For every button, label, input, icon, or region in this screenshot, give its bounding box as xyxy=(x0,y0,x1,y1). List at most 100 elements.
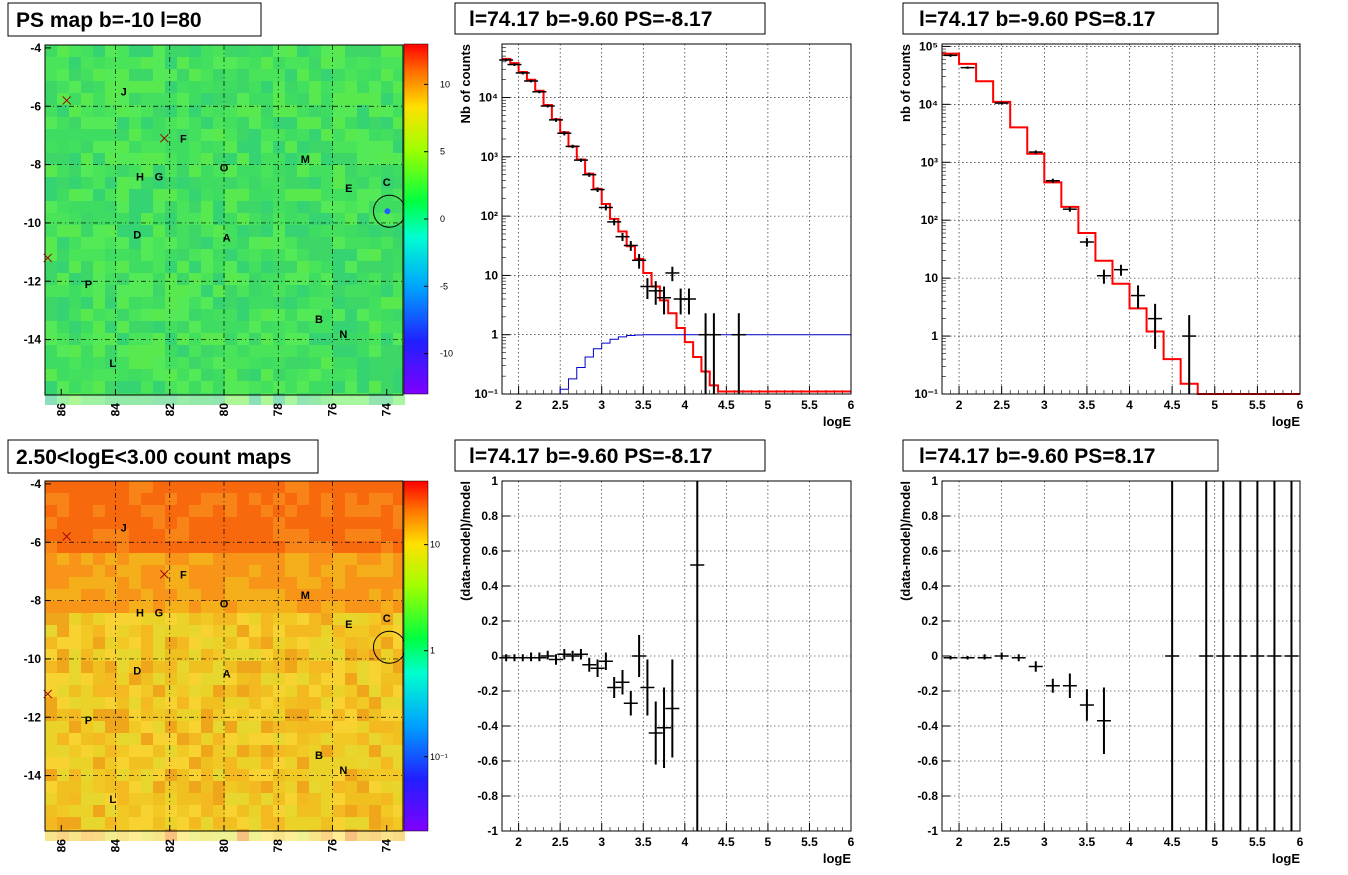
map1-x-tick-label: 80 xyxy=(217,403,231,417)
res1-x-tick-label: 3.5 xyxy=(635,835,652,849)
spec2-data-point xyxy=(1062,206,1077,212)
map1-x-tick-label: 78 xyxy=(271,403,285,417)
res2-x-axis-label: logE xyxy=(1272,851,1300,866)
spec1-data-point xyxy=(582,172,597,177)
spec1-data-point xyxy=(731,313,746,394)
res1-x-tick-label: 2 xyxy=(515,835,522,849)
map2-source-label: L xyxy=(109,794,116,806)
map2-y-tick-label: -12 xyxy=(24,710,42,724)
map1-source-label: G xyxy=(155,171,164,183)
res1-data-point xyxy=(665,659,680,758)
res2-x-tick-label: 2.5 xyxy=(993,835,1010,849)
res1-x-tick-label: 6 xyxy=(848,835,855,849)
spec1-data-point xyxy=(706,313,721,394)
res1-data-point xyxy=(557,649,572,660)
count-map-panel: J F H G O M E C D A P B N L 86 84 82 80 78 76 74 -4 -6 -8 -10 -1… xyxy=(24,477,448,852)
spec1-series-line xyxy=(502,334,851,395)
map1-x-tick-label: 76 xyxy=(325,403,339,417)
res1-x-tick-label: 4 xyxy=(681,835,688,849)
spec1-x-tick-label: 6 xyxy=(848,398,855,412)
count-map-colorbar xyxy=(403,480,429,832)
spec2-x-tick-label: 3.5 xyxy=(1079,398,1096,412)
res2-x-tick-label: 5 xyxy=(1211,835,1218,849)
title-spec1-text: l=74.17 b=-9.60 PS=-8.17 xyxy=(469,8,712,31)
spec2-data-point xyxy=(1079,238,1094,247)
map1-x-tick-label: 74 xyxy=(380,403,394,417)
residual-panel-negative: 2 2.5 3 3.5 4 4.5 5 5.5 6 -1 -0.8 -0.6 -0.4 -0.2 0 0.2 0… xyxy=(458,474,855,866)
res1-data-point xyxy=(607,677,622,698)
res2-data-point xyxy=(1250,481,1265,831)
title-res1-text: l=74.17 b=-9.60 PS=-8.17 xyxy=(469,445,712,468)
spec2-data-point xyxy=(943,53,958,57)
spec1-data-point xyxy=(515,71,530,75)
spec2-y-tick-label: 10⁻¹ xyxy=(914,387,938,401)
title-res1: l=74.17 b=-9.60 PS=-8.17 xyxy=(454,439,766,472)
res1-y-tick-label: 0 xyxy=(491,649,498,663)
ps-map-target-dot xyxy=(384,208,391,215)
spec1-series-line xyxy=(502,57,851,393)
spec2-data-point xyxy=(960,66,975,69)
spec2-data-point xyxy=(994,101,1009,105)
title-res2: l=74.17 b=-9.60 PS=8.17 xyxy=(902,439,1219,472)
spec1-data-point xyxy=(507,63,522,67)
res2-y-tick-label: 0 xyxy=(931,649,938,663)
map2-cross-marker xyxy=(62,532,72,541)
map2-source-label: C xyxy=(383,613,391,625)
title-spec1: l=74.17 b=-9.60 PS=-8.17 xyxy=(454,2,766,35)
res1-data-point xyxy=(549,654,564,665)
map2-source-label: H xyxy=(136,607,144,619)
count-map-colorbar-tick: 10⁻¹ xyxy=(430,752,448,762)
spec1-x-axis-label: logE xyxy=(823,414,851,429)
map1-x-tick-label: 82 xyxy=(163,403,177,417)
spec2-data-point xyxy=(1028,150,1043,154)
res1-x-tick-label: 5.5 xyxy=(801,835,818,849)
spec2-y-tick-label: 1 xyxy=(931,329,938,343)
res2-y-tick-label: -0.6 xyxy=(917,754,938,768)
spec2-data-point xyxy=(1148,303,1163,349)
spec1-data-point xyxy=(598,204,613,211)
spec1-data-point xyxy=(648,281,663,305)
spec2-x-tick-label: 4 xyxy=(1126,398,1133,412)
res1-data-point xyxy=(573,649,588,660)
res2-y-tick-label: 1 xyxy=(931,474,938,488)
spec2-y-tick-label: 10³ xyxy=(921,155,938,169)
res2-x-tick-label: 5.5 xyxy=(1249,835,1266,849)
spec1-data-point xyxy=(532,90,547,94)
map1-source-label: M xyxy=(301,154,310,166)
res1-x-tick-label: 5 xyxy=(765,835,772,849)
map1-cross-marker xyxy=(43,253,53,263)
map1-source-label: B xyxy=(315,314,323,326)
res2-data-point xyxy=(1216,481,1231,831)
res1-y-axis-label: (data-model)/model xyxy=(458,481,473,601)
res1-x-tick-label: 4.5 xyxy=(718,835,735,849)
spec2-data-point xyxy=(1096,269,1111,284)
count-map-colorbar-tick: 1 xyxy=(430,646,435,656)
spec2-y-tick-label: 10² xyxy=(921,213,938,227)
res2-data-point xyxy=(1028,661,1043,672)
res2-data-point xyxy=(960,656,975,660)
res1-data-point xyxy=(657,687,672,768)
map1-x-tick-label: 84 xyxy=(109,403,123,417)
spec1-data-point xyxy=(565,144,580,149)
map2-x-tick-label: 76 xyxy=(325,839,339,853)
map2-x-tick-label: 82 xyxy=(163,839,177,853)
map1-y-tick-label: -4 xyxy=(30,41,41,55)
res1-y-tick-label: -1 xyxy=(487,824,498,838)
map1-cross-marker xyxy=(159,133,169,143)
spectrum-panel-negative: 2 2.5 3 3.5 4 4.5 5 5.5 6 10⁻¹ 1 10 10² 10³ 10⁴ logE Nb … xyxy=(458,43,855,429)
spec1-y-tick-label: 10⁻¹ xyxy=(474,387,498,401)
ps-map-texture xyxy=(45,45,405,405)
ps-map-colorbar-tick: -5 xyxy=(440,281,448,291)
res2-data-point xyxy=(1233,481,1248,831)
map2-source-label: J xyxy=(121,523,127,535)
spec2-data-point xyxy=(1131,285,1146,309)
res2-data-point xyxy=(1011,654,1026,662)
spec2-y-tick-label: 10⁴ xyxy=(919,97,938,111)
map2-source-label: P xyxy=(85,715,92,727)
res2-y-tick-label: 0.2 xyxy=(921,614,938,628)
res2-y-tick-label: -0.8 xyxy=(917,789,938,803)
map2-source-label: F xyxy=(180,569,187,581)
res2-data-point xyxy=(1062,673,1077,698)
spec1-y-tick-label: 10⁴ xyxy=(479,91,498,105)
res2-x-tick-label: 6 xyxy=(1297,835,1304,849)
